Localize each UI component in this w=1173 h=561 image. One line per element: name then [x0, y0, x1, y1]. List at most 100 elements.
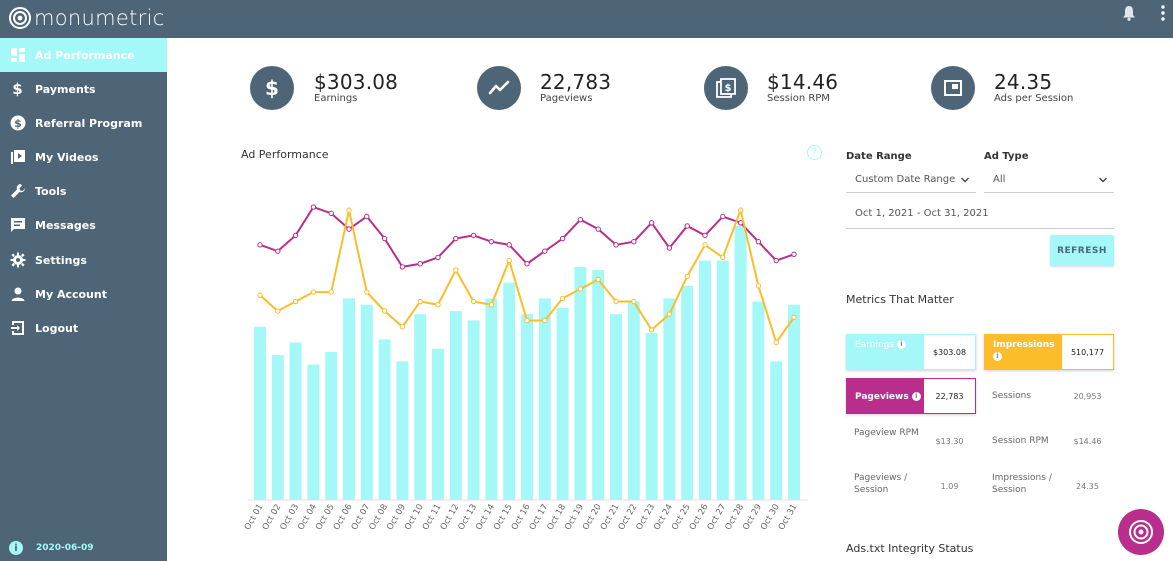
bar	[289, 342, 302, 500]
series-point	[684, 273, 690, 280]
sidebar-item-label: Messages	[35, 218, 96, 232]
metric-impressions[interactable]: Impressions i 510,177	[984, 334, 1114, 370]
stat-session-rpm: $ $14.46 Session RPM	[704, 66, 838, 110]
metric-sessions[interactable]: Sessions 20,953	[984, 378, 1114, 414]
series-point	[595, 226, 601, 232]
refresh-button[interactable]: REFRESH	[1050, 235, 1114, 266]
bar	[556, 307, 569, 500]
metric-value: 22,783	[935, 391, 964, 401]
bar	[325, 351, 338, 500]
date-range-input[interactable]: Oct 1, 2021 - Oct 31, 2021	[846, 202, 1114, 229]
stat-value: $14.46	[767, 70, 839, 94]
ad-type-value: All	[993, 174, 1006, 185]
sidebar-item-messages[interactable]: Messages	[0, 208, 167, 242]
date-range-select[interactable]: Custom Date Range	[846, 167, 976, 193]
bar	[485, 298, 498, 500]
metric-label: Impressions	[993, 340, 1055, 350]
metric-label-wrap: Impressions i	[985, 335, 1062, 369]
trend-line-icon	[488, 80, 510, 95]
chat-button[interactable]	[1118, 509, 1164, 555]
bar	[734, 225, 747, 500]
series-point	[275, 308, 281, 314]
bar	[574, 266, 587, 500]
bar	[788, 304, 800, 500]
bar	[699, 260, 711, 500]
money-stack-icon: $	[716, 78, 736, 98]
stat-earnings: $ $303.08 Earnings	[250, 66, 398, 110]
sidebar-item-my-account[interactable]: My Account	[0, 277, 167, 311]
series-point	[417, 298, 423, 305]
sidebar-item-logout[interactable]: Logout	[0, 311, 167, 345]
stat-ads-per-session: 24.35 Ads per Session	[931, 66, 1073, 110]
help-icon[interactable]: ?	[807, 145, 822, 160]
series-point	[310, 289, 317, 295]
metric-pageviews[interactable]: Pageviews i 22,783	[846, 378, 976, 414]
stat-label: Session RPM	[767, 93, 830, 104]
series-point	[773, 257, 779, 264]
metric-impressions-per-session[interactable]: Impressions / Session 24.35	[984, 468, 1114, 504]
series-point	[257, 292, 263, 298]
sidebar-item-label: Payments	[35, 82, 96, 96]
bar	[716, 260, 729, 500]
info-icon[interactable]: i	[911, 392, 921, 401]
dollar-circle-icon: $	[9, 115, 26, 132]
series-point	[292, 298, 299, 305]
metric-label-wrap: Earnings i	[847, 335, 924, 369]
metric-pageview-rpm[interactable]: Pageview RPM $13.30	[846, 423, 976, 459]
sidebar-item-label: Referral Program	[35, 116, 143, 130]
metric-pageviews-per-session[interactable]: Pageviews / Session 1.09	[846, 468, 976, 504]
bar	[360, 304, 373, 500]
metric-earnings[interactable]: Earnings i $303.08	[846, 334, 976, 370]
info-icon[interactable]: i	[9, 541, 23, 555]
series-point	[702, 232, 708, 239]
info-icon[interactable]: i	[896, 340, 906, 349]
logo[interactable]: monumetric	[8, 4, 165, 32]
series-point	[595, 276, 601, 283]
series-point	[310, 204, 317, 210]
series-point	[399, 324, 406, 330]
series-point	[542, 248, 548, 254]
series-point	[435, 254, 441, 261]
series-point	[470, 232, 477, 239]
bar	[770, 361, 783, 500]
series-point	[435, 302, 441, 308]
series-point	[364, 289, 370, 295]
sidebar-item-tools[interactable]: Tools	[0, 174, 167, 208]
sidebar-item-label: Tools	[35, 184, 67, 198]
metric-value: $13.30	[935, 436, 964, 446]
stat-icon-circle: $	[250, 66, 294, 110]
bar	[610, 314, 622, 500]
dollar-icon: $	[265, 76, 279, 100]
bar	[378, 339, 391, 500]
sidebar-item-settings[interactable]: Settings	[0, 243, 167, 277]
bar	[645, 333, 658, 500]
sidebar-item-payments[interactable]: $ Payments	[0, 72, 167, 106]
sidebar-item-label: Ad Performance	[35, 48, 135, 62]
series-point	[524, 261, 530, 267]
series-point	[648, 220, 655, 226]
bar	[467, 320, 480, 500]
dashboard-icon	[9, 47, 26, 64]
person-icon	[9, 286, 26, 303]
sidebar-item-my-videos[interactable]: My Videos	[0, 140, 167, 174]
series-point	[720, 213, 726, 220]
stat-label: Ads per Session	[994, 93, 1074, 104]
series-point	[506, 242, 512, 248]
bell-icon[interactable]	[1120, 4, 1138, 22]
sidebar-item-ad-performance[interactable]: Ad Performance	[0, 38, 167, 72]
info-icon[interactable]: i	[993, 352, 1002, 361]
metric-session-rpm[interactable]: Session RPM $14.46	[984, 423, 1114, 459]
metric-value: 510,177	[1070, 347, 1105, 357]
bar	[681, 285, 694, 500]
series-point	[631, 298, 637, 305]
series-point	[720, 254, 726, 261]
series-point	[346, 226, 352, 232]
bar	[752, 301, 765, 500]
metric-value: 24.35	[1076, 481, 1099, 491]
bar	[503, 282, 516, 500]
sidebar-item-referral-program[interactable]: $ Referral Program	[0, 106, 167, 140]
ad-type-select[interactable]: All	[984, 167, 1114, 193]
series-point	[755, 239, 762, 245]
ads-txt-title: Ads.txt Integrity Status	[846, 542, 974, 555]
kebab-menu-icon[interactable]	[1160, 4, 1166, 22]
